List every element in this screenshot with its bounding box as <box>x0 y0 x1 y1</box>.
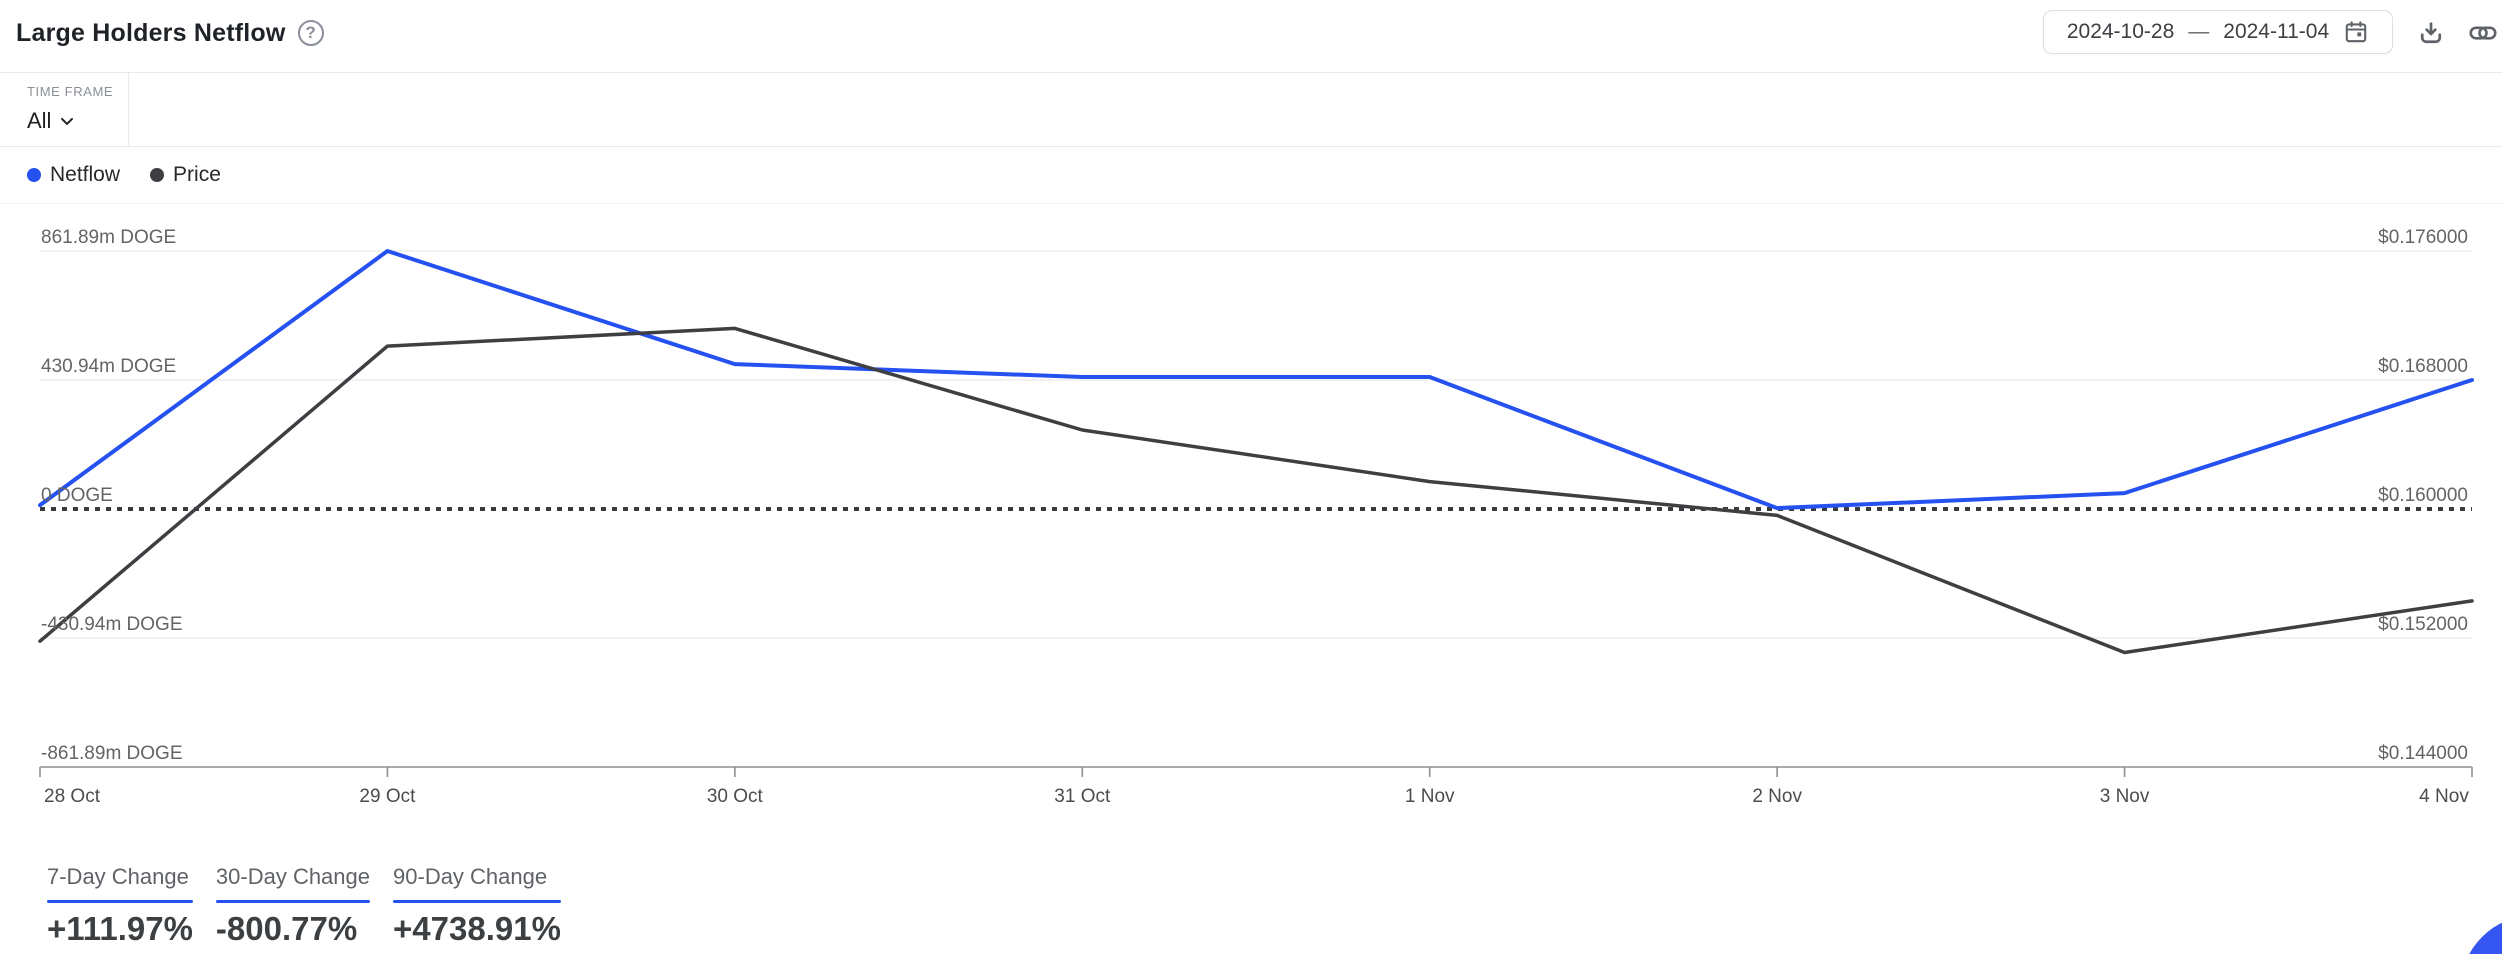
legend-item-netflow[interactable]: Netflow <box>27 163 120 187</box>
time-frame-value: All <box>27 108 52 133</box>
link-icon <box>2469 26 2497 40</box>
netflow-line <box>38 249 2474 511</box>
stat-underline <box>393 900 561 903</box>
header: Large Holders Netflow ? 2024-10-28 — 202… <box>0 0 2502 72</box>
help-icon[interactable]: ? <box>297 20 324 46</box>
download-icon <box>2420 22 2442 44</box>
price-dot-icon <box>150 167 165 182</box>
x-axis-label: 4 Nov <box>2419 786 2469 807</box>
time-frame-label: TIME FRAME <box>27 84 114 99</box>
x-axis-label: 28 Oct <box>44 786 100 807</box>
page-title: Large Holders Netflow <box>16 18 286 47</box>
stat-underline <box>47 900 193 903</box>
chevron-down-icon <box>61 117 74 125</box>
netflow-dot-icon <box>27 167 41 182</box>
stat-value: +111.97% <box>47 910 193 947</box>
stat-label: 30-Day Change <box>215 864 371 889</box>
stat-label: 90-Day Change <box>393 864 548 889</box>
chart-legend: Netflow Price <box>27 146 221 203</box>
legend-label: Price <box>173 162 221 186</box>
date-range-end[interactable]: 2024-11-04 <box>2223 20 2330 43</box>
stat-90-day: 90-Day Change +4738.91% <box>393 864 561 948</box>
y-axis-label-right: $0.168000 <box>2378 356 2468 377</box>
calendar-icon[interactable] <box>2343 19 2369 45</box>
y-axis-label-right: $0.144000 <box>2378 743 2468 764</box>
x-axis-label: 29 Oct <box>359 786 416 807</box>
stat-underline <box>215 900 371 903</box>
download-button[interactable] <box>2416 18 2446 48</box>
time-frame-select[interactable]: All <box>27 108 113 134</box>
x-axis-label: 30 Oct <box>706 786 763 807</box>
price-line <box>38 326 2474 655</box>
x-axis-label: 31 Oct <box>1054 786 1111 807</box>
stat-label: 7-Day Change <box>47 864 189 889</box>
date-range-start[interactable]: 2024-10-28 <box>2066 20 2175 43</box>
stat-value: +4738.91% <box>393 910 561 947</box>
x-axis-label: 2 Nov <box>1752 786 1802 807</box>
legend-item-price[interactable]: Price <box>150 163 221 187</box>
y-axis-label-left: 430.94m DOGE <box>41 356 177 377</box>
divider <box>0 146 2502 147</box>
stat-30-day: 30-Day Change -800.77% <box>215 864 371 948</box>
y-axis-label-right: $0.152000 <box>2378 614 2468 635</box>
legend-label: Netflow <box>50 162 121 186</box>
date-range-picker[interactable]: 2024-10-28 — 2024-11-04 <box>2043 10 2393 54</box>
y-axis-label-left: -861.89m DOGE <box>41 743 183 764</box>
stat-7-day: 7-Day Change +111.97% <box>47 864 193 948</box>
y-axis-label-left: 861.89m DOGE <box>41 227 177 248</box>
copy-link-button[interactable] <box>2468 18 2498 48</box>
change-stats: 7-Day Change +111.97% 30-Day Change -800… <box>47 864 561 948</box>
y-axis-label-right: $0.160000 <box>2378 485 2468 506</box>
stat-value: -800.77% <box>215 910 358 947</box>
divider <box>0 72 2502 73</box>
y-axis-label-left: -430.94m DOGE <box>41 614 183 635</box>
y-axis-label-right: $0.176000 <box>2378 227 2468 248</box>
x-axis-label: 1 Nov <box>1404 786 1455 807</box>
y-axis-label-left: 0 DOGE <box>41 485 113 506</box>
date-range-separator: — <box>2188 20 2210 43</box>
divider <box>0 203 2502 204</box>
x-axis-label: 3 Nov <box>2099 786 2150 807</box>
divider <box>128 72 129 146</box>
